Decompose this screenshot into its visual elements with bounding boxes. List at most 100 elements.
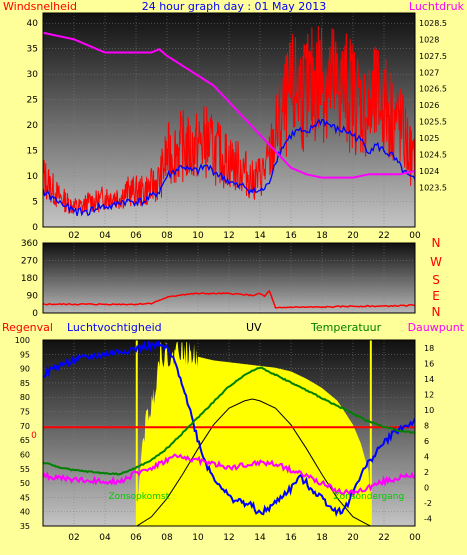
y-left-tick-label: 40 (20, 508, 30, 517)
plot-frame (42, 339, 416, 527)
x-tick-label: 20 (347, 231, 359, 241)
series-group (43, 289, 415, 309)
y-right-tick-label: 1028.5 (419, 19, 447, 28)
dewpoint-line (43, 453, 415, 499)
x-tick-label: 16 (285, 231, 297, 241)
y-left-tick-label: 65 (20, 436, 30, 445)
y-left-tick-label: 10 (27, 172, 39, 182)
y-right-tick-label: 4 (424, 452, 429, 461)
wind-average-line (43, 118, 415, 217)
label-luchtvochtigheid: Luchtvochtigheid (67, 321, 162, 334)
label-temperatuur: Temperatuur (310, 321, 382, 334)
x-tick-label: 16 (285, 533, 297, 543)
x-tick-label: 00 (409, 231, 421, 241)
y-right-tick-label: 1025 (419, 134, 439, 143)
y-left-tick-label: 50 (20, 479, 30, 488)
y-left-tick-label: 45 (20, 493, 30, 502)
y-right-tick-label: -4 (424, 514, 432, 523)
x-tick-label: 02 (68, 533, 79, 543)
temperature-line (43, 366, 415, 476)
y-tick-label: 270 (21, 257, 38, 267)
uv-area (136, 342, 372, 526)
y-left-tick-label: 5 (32, 198, 38, 208)
y-left-tick-label: 85 (20, 379, 30, 388)
x-tick-label: 20 (347, 533, 359, 543)
x-tick-label: 04 (99, 231, 111, 241)
y-tick-label: 0 (32, 309, 38, 319)
y-left-tick-label: 25 (27, 96, 38, 106)
pressure-line (43, 31, 415, 179)
y-right-tick-label: 1026 (419, 101, 439, 110)
x-tick-label: 04 (99, 533, 111, 543)
y-left-tick-label: 15 (27, 147, 38, 157)
tick-labels: 35404550556065707580859095100-4-20246810… (15, 336, 434, 543)
y-left-tick-label: 35 (20, 522, 30, 531)
y-right-tick-label: 1026.5 (419, 85, 447, 94)
y-right-tick-label: 1024 (419, 167, 439, 176)
x-tick-label: 08 (161, 231, 173, 241)
compass-label: N (432, 305, 441, 319)
y-right-tick-label: -2 (424, 499, 432, 508)
x-tick-label: 10 (192, 533, 204, 543)
compass-label: W (430, 255, 442, 269)
regen-zero-label: 0 (31, 431, 37, 441)
sunset-label: Zonsondergang (333, 492, 404, 502)
y-left-tick-label: 55 (20, 465, 30, 474)
label-uv: UV (246, 321, 262, 334)
y-right-tick-label: 1027 (419, 68, 439, 77)
y-right-tick-label: 8 (424, 421, 429, 430)
wind-pressure-panel: 0 5 10 15 20 25 30 35 40 02 04 06 08 10 12 14 16 18 20 22 00… (27, 12, 447, 241)
x-tick-label: 14 (254, 533, 266, 543)
x-tick-label: 12 (223, 533, 234, 543)
y-right-tick-label: 10 (424, 406, 434, 415)
x-tick-label: 08 (161, 533, 173, 543)
x-tick-label: 06 (130, 231, 142, 241)
tick-labels: 0 5 10 15 20 25 30 35 40 02 04 06 08 10 12 14 16 18 20 22 00… (27, 19, 447, 241)
y-left-tick-label: 35 (27, 45, 38, 55)
series-group (43, 25, 415, 217)
y-right-tick-label: 6 (424, 437, 429, 446)
y-right-tick-label: 1024.5 (419, 151, 447, 160)
wind-direction-line (43, 289, 415, 309)
x-tick-label: 18 (316, 533, 328, 543)
y-left-tick-label: 40 (27, 19, 39, 29)
y-right-tick-label: 1025.5 (419, 118, 447, 127)
y-right-tick-label: 2 (424, 468, 429, 477)
y-right-tick-label: 16 (424, 359, 434, 368)
x-tick-label: 22 (378, 231, 389, 241)
compass-label: S (432, 273, 440, 287)
y-left-tick-label: 70 (20, 422, 30, 431)
y-left-tick-label: 0 (32, 223, 38, 233)
x-tick-label: 00 (409, 533, 421, 543)
temp-humidity-panel: Zonsopkomst Zonsondergang 354045505560657… (15, 336, 434, 543)
y-left-tick-label: 100 (15, 336, 30, 345)
plot-frame (42, 12, 416, 228)
y-right-tick-label: 0 (424, 483, 429, 492)
y-tick-label: 180 (21, 274, 38, 284)
x-tick-label: 22 (378, 533, 389, 543)
x-tick-label: 06 (130, 533, 142, 543)
y-left-tick-label: 30 (27, 70, 39, 80)
y-left-label: Windsnelheid (3, 0, 77, 13)
y-left-tick-label: 60 (20, 450, 30, 459)
compass-label: E (432, 289, 440, 303)
series-group: Zonsopkomst Zonsondergang (43, 340, 415, 526)
label-dauwpunt: Dauwpunt (408, 321, 465, 334)
y-tick-label: 360 (21, 239, 38, 249)
wind-gust-line (43, 25, 415, 214)
chart-title: 24 hour graph day : 01 May 2013 (142, 0, 327, 13)
y-right-tick-label: 12 (424, 390, 434, 399)
compass-label: N (432, 236, 441, 250)
y-right-tick-label: 1028 (419, 35, 439, 44)
x-tick-label: 18 (316, 231, 328, 241)
sunrise-label: Zonsopkomst (108, 492, 169, 502)
y-left-tick-label: 95 (20, 350, 30, 359)
theoretical-solar-line (136, 398, 371, 526)
y-right-tick-label: 14 (424, 375, 434, 384)
x-tick-label: 14 (254, 231, 266, 241)
y-left-tick-label: 80 (20, 393, 30, 402)
x-tick-label: 10 (192, 231, 204, 241)
